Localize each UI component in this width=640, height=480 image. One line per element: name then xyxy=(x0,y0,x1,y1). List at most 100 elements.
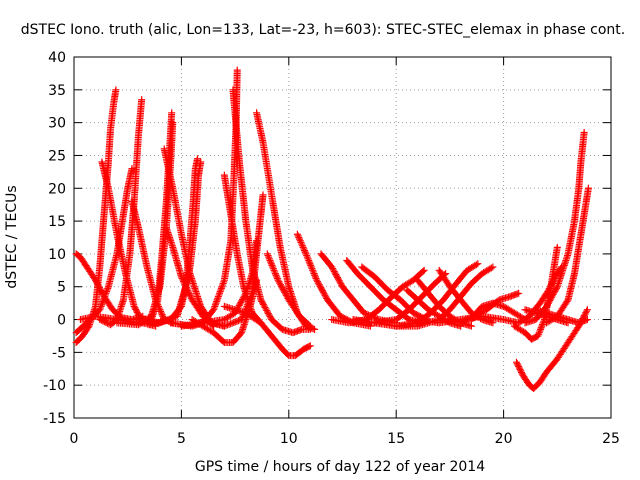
data-point xyxy=(303,252,311,260)
x-tick-label: 20 xyxy=(495,431,513,447)
grid xyxy=(74,57,611,418)
y-tick-label: 25 xyxy=(48,148,66,164)
data-point xyxy=(176,304,184,312)
data-point xyxy=(309,268,317,276)
x-tick-label: 25 xyxy=(602,431,620,447)
data-point xyxy=(259,300,267,308)
data-point xyxy=(472,261,480,269)
data-point xyxy=(266,256,274,264)
data-point xyxy=(260,302,268,310)
data-point xyxy=(99,296,107,304)
data-point xyxy=(274,276,282,284)
data-point xyxy=(96,304,104,312)
data-point xyxy=(103,286,111,294)
data-point xyxy=(564,319,572,327)
data-point xyxy=(263,250,271,258)
y-tick-label: 10 xyxy=(48,247,66,263)
data-point xyxy=(263,306,271,314)
data-point xyxy=(96,306,104,314)
data-point xyxy=(239,294,247,302)
data-point xyxy=(307,263,315,271)
data-point xyxy=(306,260,314,268)
data-point xyxy=(319,288,327,296)
data-point xyxy=(548,292,556,300)
data-point xyxy=(552,284,560,292)
plot-frame xyxy=(73,56,612,419)
data-point xyxy=(330,268,338,276)
data-point xyxy=(276,279,284,287)
data-point xyxy=(299,243,307,251)
data-point xyxy=(538,322,546,330)
data-point xyxy=(271,270,279,278)
data-point xyxy=(297,238,305,246)
data-point xyxy=(270,266,278,274)
data-point xyxy=(366,322,374,330)
data-point xyxy=(467,322,475,330)
data-point xyxy=(312,275,320,283)
data-point xyxy=(332,271,340,279)
data-point xyxy=(563,297,571,305)
data-point xyxy=(257,296,265,304)
data-point xyxy=(311,325,319,333)
data-point xyxy=(101,293,109,301)
data-point xyxy=(100,294,108,302)
data-point xyxy=(267,258,275,266)
data-point xyxy=(262,305,270,313)
data-point xyxy=(98,299,106,307)
data-point xyxy=(293,230,301,238)
data-point xyxy=(131,304,139,312)
data-point xyxy=(84,324,92,332)
data-point xyxy=(322,293,330,301)
data-point xyxy=(187,294,195,302)
data-point xyxy=(306,322,314,330)
series-42 xyxy=(521,306,572,327)
data-point xyxy=(535,329,543,337)
data-point xyxy=(295,234,303,241)
data-point xyxy=(157,307,165,315)
y-tick-label: 30 xyxy=(48,116,66,132)
data-point xyxy=(582,309,590,317)
data-point xyxy=(318,285,326,293)
data-point xyxy=(315,281,323,289)
data-point xyxy=(265,311,273,319)
data-point xyxy=(536,327,544,335)
data-point xyxy=(269,265,277,273)
series-25 xyxy=(358,263,430,324)
data-point xyxy=(316,282,324,290)
data-point xyxy=(266,313,274,321)
data-point xyxy=(132,305,140,313)
data-point xyxy=(253,237,261,245)
data-point xyxy=(301,247,309,255)
data-point xyxy=(334,275,342,283)
data-point xyxy=(581,310,589,318)
data-point xyxy=(537,324,545,332)
data-point xyxy=(258,297,266,305)
data-point xyxy=(361,310,369,318)
chart-title: dSTEC Iono. truth (alic, Lon=133, Lat=-2… xyxy=(21,22,625,38)
data-point xyxy=(132,307,140,315)
data-point xyxy=(544,299,552,307)
data-point xyxy=(277,282,285,290)
data-point xyxy=(314,279,322,287)
series-3 xyxy=(72,165,136,337)
series-13 xyxy=(167,66,241,330)
data-point xyxy=(310,270,318,278)
data-point xyxy=(317,284,325,292)
data-point xyxy=(305,258,313,266)
data-point xyxy=(267,260,275,268)
data-point xyxy=(253,276,261,284)
data-point xyxy=(264,252,272,260)
data-point xyxy=(552,286,560,294)
data-point xyxy=(314,278,322,286)
data-point xyxy=(279,285,287,293)
data-point xyxy=(282,291,290,299)
data-point xyxy=(553,243,561,251)
data-point xyxy=(308,265,316,273)
data-point xyxy=(112,86,120,94)
data-point xyxy=(321,291,329,299)
data-point xyxy=(487,264,495,272)
data-point xyxy=(334,274,342,282)
data-point xyxy=(313,276,321,284)
data-point xyxy=(130,302,138,310)
data-point xyxy=(320,290,328,298)
